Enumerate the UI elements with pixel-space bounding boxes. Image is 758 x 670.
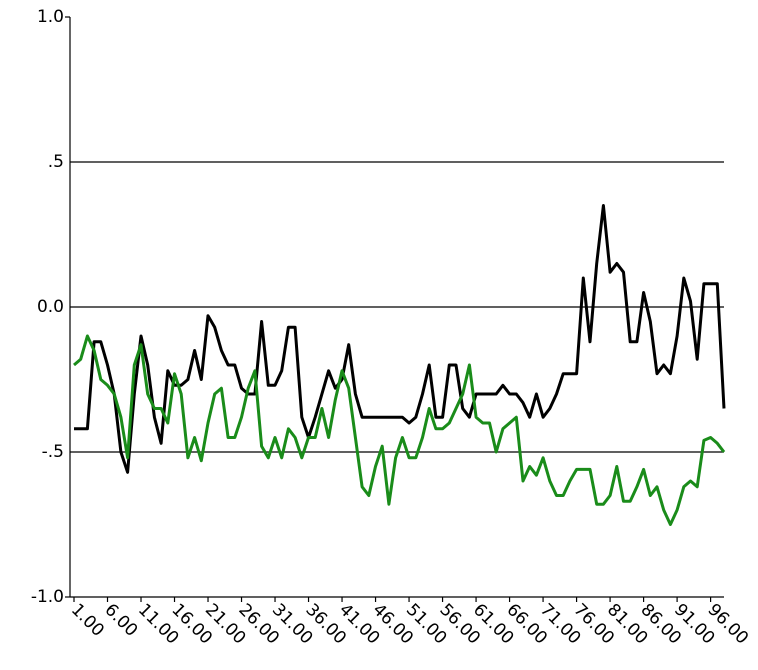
x-tick-label: 1.00 [67,600,108,641]
series-line [73,334,726,526]
y-tick-label: .5 [48,152,64,172]
y-tick-label: 1.0 [37,7,64,27]
y-tick-label: -.5 [42,442,64,462]
series-line [74,204,726,474]
y-tick-label: 0.0 [37,297,64,317]
y-tick-label: -1.0 [31,587,64,607]
x-tick-label: 6.00 [100,600,141,641]
